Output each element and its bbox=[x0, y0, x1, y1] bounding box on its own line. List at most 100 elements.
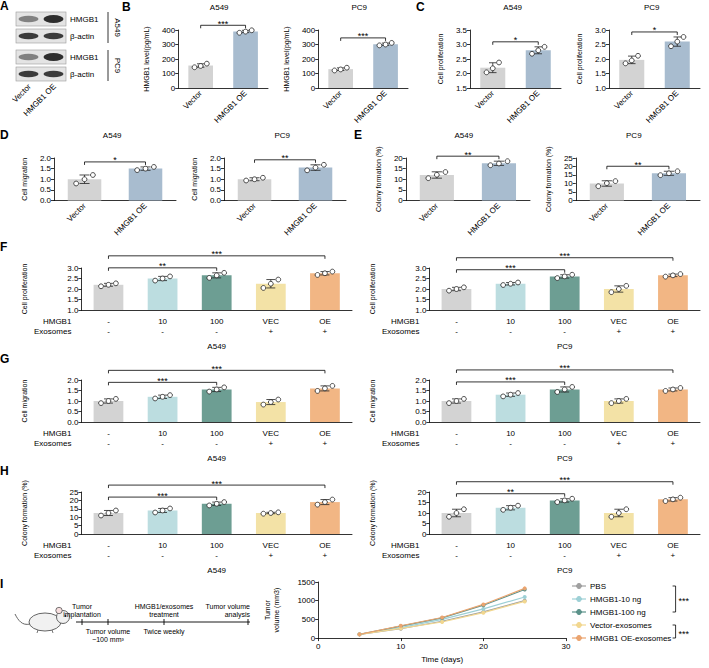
svg-text:HMGB1 OE: HMGB1 OE bbox=[505, 89, 541, 125]
svg-text:30: 30 bbox=[562, 642, 571, 651]
svg-text:10: 10 bbox=[506, 541, 515, 550]
svg-text:10: 10 bbox=[158, 317, 167, 326]
svg-text:Vector: Vector bbox=[65, 201, 88, 224]
svg-text:200: 200 bbox=[302, 55, 316, 64]
svg-text:0.0: 0.0 bbox=[67, 418, 79, 427]
svg-text:3.0: 3.0 bbox=[67, 264, 79, 273]
svg-text:Exosomes: Exosomes bbox=[382, 439, 419, 448]
svg-text:10: 10 bbox=[506, 317, 515, 326]
svg-text:Cell proliferation: Cell proliferation bbox=[576, 34, 584, 85]
svg-text:HMGB1 OE: HMGB1 OE bbox=[466, 201, 502, 237]
svg-text:Colony formation (%): Colony formation (%) bbox=[21, 480, 29, 546]
svg-text:-: - bbox=[455, 327, 458, 336]
svg-text:volume (mm3): volume (mm3) bbox=[273, 588, 281, 633]
svg-text:Exosomes: Exosomes bbox=[34, 551, 71, 560]
svg-text:HMGB1 OE: HMGB1 OE bbox=[283, 201, 319, 237]
svg-text:OE: OE bbox=[319, 541, 331, 550]
svg-text:analysis: analysis bbox=[225, 611, 251, 619]
svg-text:HMGB1/exosomes: HMGB1/exosomes bbox=[135, 603, 194, 610]
svg-text:Cell proliferation: Cell proliferation bbox=[21, 264, 29, 315]
svg-text:3.0: 3.0 bbox=[415, 264, 427, 273]
svg-text:300: 300 bbox=[162, 40, 176, 49]
svg-text:Vector: Vector bbox=[321, 89, 344, 112]
svg-text:2.5: 2.5 bbox=[67, 274, 79, 283]
svg-text:3.0: 3.0 bbox=[595, 26, 607, 35]
svg-text:+: + bbox=[268, 439, 273, 448]
svg-text:**: ** bbox=[159, 261, 167, 271]
svg-text:PC9: PC9 bbox=[626, 131, 642, 140]
svg-text:1.0: 1.0 bbox=[415, 306, 427, 315]
svg-text:OE: OE bbox=[667, 429, 679, 438]
svg-text:A549: A549 bbox=[103, 131, 122, 140]
svg-text:***: *** bbox=[157, 491, 168, 501]
svg-text:-: - bbox=[455, 541, 458, 550]
svg-text:15: 15 bbox=[417, 498, 426, 507]
svg-text:+: + bbox=[671, 327, 676, 336]
svg-text:+: + bbox=[268, 327, 273, 336]
svg-text:***: *** bbox=[211, 364, 222, 374]
svg-text:+: + bbox=[616, 551, 621, 560]
svg-text:500: 500 bbox=[302, 615, 316, 624]
svg-text:10: 10 bbox=[417, 509, 426, 518]
svg-text:A549: A549 bbox=[113, 18, 122, 37]
svg-text:treatment: treatment bbox=[149, 611, 179, 618]
svg-text:Cell migration: Cell migration bbox=[369, 379, 377, 422]
svg-text:Tumor volume: Tumor volume bbox=[206, 603, 251, 610]
svg-text:-: - bbox=[563, 327, 566, 336]
svg-text:25: 25 bbox=[564, 154, 573, 163]
svg-text:-: - bbox=[509, 327, 512, 336]
svg-text:10: 10 bbox=[69, 513, 78, 522]
svg-text:PC9: PC9 bbox=[557, 342, 573, 351]
svg-text:***: *** bbox=[358, 31, 369, 41]
svg-text:**: ** bbox=[282, 153, 290, 163]
svg-text:100: 100 bbox=[210, 429, 224, 438]
svg-text:+: + bbox=[671, 439, 676, 448]
svg-text:***: *** bbox=[211, 249, 222, 259]
svg-text:A549: A549 bbox=[210, 3, 229, 12]
svg-text:15: 15 bbox=[69, 504, 78, 513]
svg-text:-: - bbox=[563, 439, 566, 448]
svg-text:HMGB1: HMGB1 bbox=[43, 317, 72, 326]
svg-text:0.5: 0.5 bbox=[415, 407, 427, 416]
svg-text:Cell proliferation: Cell proliferation bbox=[437, 34, 445, 85]
svg-text:400: 400 bbox=[162, 26, 176, 35]
svg-text:-: - bbox=[215, 327, 218, 336]
svg-text:2.0: 2.0 bbox=[210, 154, 222, 163]
svg-text:2.5: 2.5 bbox=[595, 40, 607, 49]
svg-text:*: * bbox=[113, 155, 117, 165]
svg-text:1000: 1000 bbox=[297, 596, 315, 605]
svg-text:300: 300 bbox=[302, 40, 316, 49]
svg-text:Vector: Vector bbox=[181, 89, 204, 112]
svg-text:2.0: 2.0 bbox=[415, 376, 427, 385]
svg-text:***: *** bbox=[559, 363, 570, 373]
svg-text:PC9: PC9 bbox=[644, 3, 660, 12]
svg-text:2.0: 2.0 bbox=[67, 285, 79, 294]
svg-text:Vector: Vector bbox=[474, 89, 497, 112]
svg-text:Tumor volume: Tumor volume bbox=[86, 628, 131, 635]
svg-text:200: 200 bbox=[162, 55, 176, 64]
svg-text:25: 25 bbox=[69, 488, 78, 497]
svg-text:***: *** bbox=[218, 19, 229, 29]
svg-text:OE: OE bbox=[667, 317, 679, 326]
svg-text:1500: 1500 bbox=[297, 578, 315, 587]
svg-text:HMGB1: HMGB1 bbox=[391, 429, 420, 438]
svg-text:HMGB1: HMGB1 bbox=[43, 541, 72, 550]
svg-text:PBS: PBS bbox=[590, 582, 606, 591]
svg-text:2.0: 2.0 bbox=[67, 376, 79, 385]
svg-text:A549: A549 bbox=[454, 131, 473, 140]
svg-text:2.0: 2.0 bbox=[456, 69, 468, 78]
svg-text:VEC: VEC bbox=[611, 429, 628, 438]
svg-text:-: - bbox=[455, 317, 458, 326]
svg-text:Cell migration: Cell migration bbox=[191, 158, 199, 201]
svg-text:VEC: VEC bbox=[263, 429, 280, 438]
svg-text:20: 20 bbox=[479, 642, 488, 651]
svg-text:2.5: 2.5 bbox=[415, 274, 427, 283]
svg-text:Time (days): Time (days) bbox=[421, 655, 463, 664]
svg-text:0: 0 bbox=[171, 84, 176, 93]
svg-text:***: *** bbox=[211, 479, 222, 489]
svg-text:implantation: implantation bbox=[63, 611, 101, 619]
svg-text:0: 0 bbox=[311, 84, 316, 93]
svg-text:-: - bbox=[455, 429, 458, 438]
svg-text:HMGB1 OE-exosomes: HMGB1 OE-exosomes bbox=[590, 634, 671, 643]
svg-text:**: ** bbox=[634, 160, 642, 170]
